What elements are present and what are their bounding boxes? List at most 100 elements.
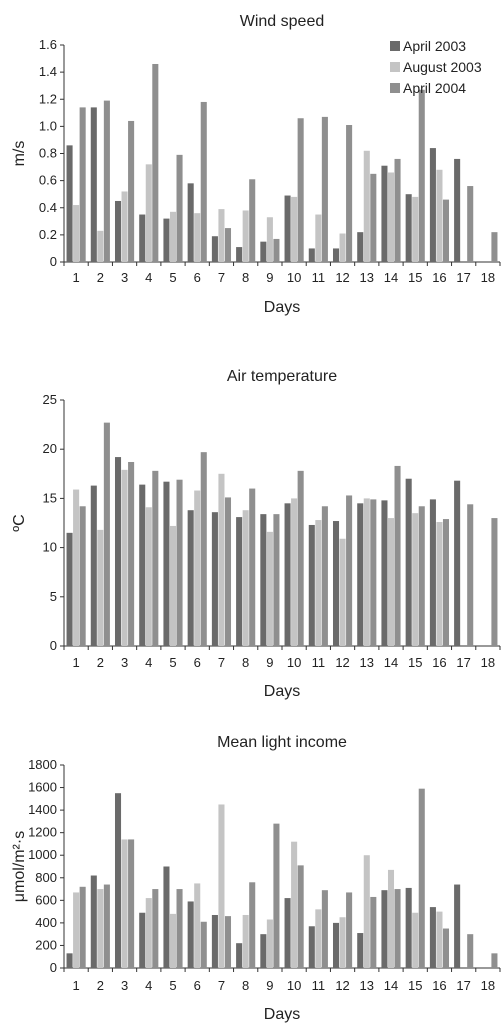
x-tick-label: 3	[121, 655, 128, 670]
bar-april-2003-day-2	[90, 107, 97, 262]
x-tick-label: 3	[121, 978, 128, 993]
y-tick-label: 1.4	[39, 64, 57, 79]
x-tick-label: 15	[408, 270, 422, 285]
bar-april-2003-day-1	[66, 532, 73, 646]
bar-august-2003-day-3	[121, 191, 128, 262]
y-tick-label: 0	[50, 254, 57, 269]
bar-april-2004-day-4	[152, 889, 159, 968]
bar-april-2003-day-6	[187, 183, 194, 262]
bar-august-2003-day-6	[194, 213, 201, 262]
bar-april-2004-day-9	[273, 238, 280, 262]
x-tick-label: 5	[169, 270, 176, 285]
x-tick-label: 16	[432, 978, 446, 993]
bar-april-2003-day-5	[163, 481, 170, 646]
y-tick-label: 0	[50, 638, 57, 653]
legend-label: August 2003	[403, 59, 482, 75]
x-tick-label: 16	[432, 270, 446, 285]
x-axis-label: Days	[264, 683, 300, 700]
bar-august-2003-day-6	[194, 883, 201, 968]
x-tick-label: 11	[312, 270, 326, 285]
x-tick-label: 6	[194, 270, 201, 285]
x-tick-label: 2	[97, 655, 104, 670]
bar-april-2004-day-4	[152, 63, 159, 262]
bar-august-2003-day-10	[291, 196, 298, 262]
bar-april-2003-day-4	[139, 912, 146, 968]
x-tick-label: 8	[242, 978, 249, 993]
bar-april-2004-day-1	[79, 886, 86, 968]
y-tick-label: 15	[43, 490, 57, 505]
x-tick-label: 15	[408, 655, 422, 670]
legend-label: April 2003	[403, 38, 466, 54]
bar-august-2003-day-12	[339, 233, 346, 262]
chart-panel-2	[60, 399, 501, 650]
bar-april-2004-day-3	[128, 461, 135, 646]
bar-april-2003-day-10	[284, 195, 291, 262]
bar-april-2003-day-16	[429, 148, 436, 262]
bar-august-2003-day-6	[194, 490, 201, 646]
bar-april-2004-day-3	[128, 839, 135, 968]
bar-april-2003-day-8	[236, 943, 243, 968]
bar-april-2004-day-5	[176, 154, 183, 262]
bar-april-2004-day-17	[467, 504, 474, 646]
legend-swatch	[390, 62, 400, 72]
bar-august-2003-day-1	[73, 205, 80, 262]
x-tick-label: 12	[335, 270, 349, 285]
chart-panel-1	[60, 41, 501, 266]
bar-august-2003-day-5	[169, 211, 177, 262]
bar-april-2004-day-18	[491, 953, 498, 968]
bar-august-2003-day-8	[242, 914, 249, 968]
bar-august-2003-day-16	[436, 911, 443, 968]
bar-august-2003-day-5	[169, 525, 177, 646]
bar-april-2004-day-7	[224, 228, 232, 262]
y-tick-label: 0	[50, 960, 57, 975]
x-tick-label: 12	[335, 978, 349, 993]
bar-august-2003-day-10	[291, 498, 298, 646]
y-tick-label: 1200	[28, 825, 57, 840]
y-tick-label: 1.6	[39, 37, 57, 52]
bar-august-2003-day-13	[363, 150, 370, 262]
bar-august-2003-day-5	[169, 913, 177, 968]
bar-april-2004-day-6	[200, 921, 207, 968]
x-tick-label: 12	[335, 655, 349, 670]
bar-april-2004-day-11	[321, 890, 328, 968]
bar-april-2004-day-13	[370, 173, 377, 262]
x-tick-label: 7	[218, 978, 225, 993]
bar-april-2004-day-14	[394, 889, 401, 968]
x-tick-label: 18	[481, 978, 495, 993]
x-tick-label: 15	[408, 978, 422, 993]
bar-august-2003-day-7	[218, 473, 225, 646]
bar-april-2004-day-6	[200, 101, 207, 263]
bar-august-2003-day-9	[266, 217, 273, 262]
chart-title: Mean light income	[217, 734, 347, 751]
y-tick-label: 1400	[28, 802, 57, 817]
bar-august-2003-day-2	[97, 529, 104, 646]
bar-april-2004-day-8	[249, 179, 256, 262]
bar-april-2003-day-12	[332, 521, 340, 646]
chart-panel-3	[60, 764, 501, 972]
bar-april-2004-day-17	[467, 934, 474, 968]
x-tick-label: 5	[169, 655, 176, 670]
x-axis-label: Days	[264, 299, 300, 316]
x-tick-label: 14	[384, 655, 398, 670]
x-tick-label: 4	[145, 270, 152, 285]
bar-april-2003-day-4	[139, 484, 146, 646]
bar-april-2003-day-15	[405, 887, 412, 968]
bar-april-2003-day-3	[114, 457, 122, 646]
y-tick-label: 0.2	[39, 227, 57, 242]
bar-april-2003-day-7	[211, 512, 218, 646]
bar-april-2004-day-8	[249, 882, 256, 968]
bar-april-2003-day-17	[454, 158, 461, 262]
bar-april-2003-day-6	[187, 901, 194, 968]
bar-april-2004-day-1	[79, 506, 86, 646]
bar-august-2003-day-10	[291, 841, 298, 968]
bar-april-2004-day-18	[491, 518, 498, 646]
bar-april-2003-day-11	[308, 248, 315, 262]
bar-august-2003-day-14	[387, 518, 395, 646]
bar-april-2003-day-10	[284, 503, 291, 646]
bar-april-2003-day-3	[114, 200, 122, 262]
x-tick-label: 2	[97, 270, 104, 285]
bar-april-2004-day-12	[346, 495, 353, 646]
x-tick-label: 13	[360, 655, 374, 670]
